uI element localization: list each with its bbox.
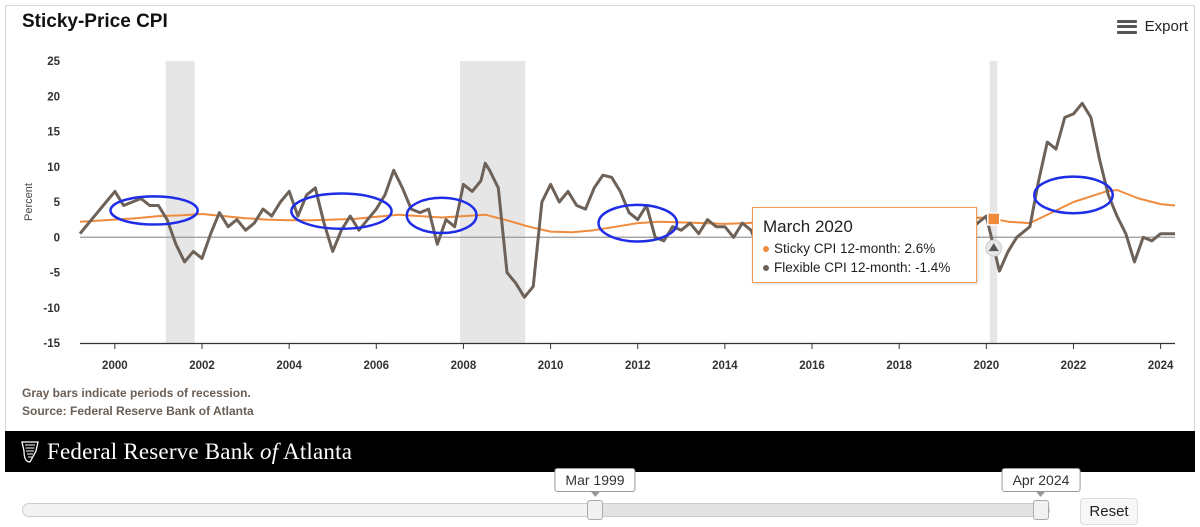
- y-tick-label: 20: [47, 91, 60, 103]
- annotation-ellipse: [405, 196, 478, 235]
- source-note: Source: Federal Reserve Bank of Atlanta: [22, 404, 254, 418]
- recession-bar: [459, 61, 526, 343]
- x-tick-label: 2014: [712, 360, 738, 372]
- y-tick-label: 15: [47, 127, 60, 139]
- tooltip-flexible-row: Flexible CPI 12-month: -1.4%: [763, 260, 950, 275]
- x-tick-label: 2002: [189, 360, 215, 372]
- navigator-selected-range[interactable]: [595, 503, 1041, 517]
- bank-name: Federal Reserve Bank of Atlanta: [47, 438, 353, 464]
- footer-banner: Federal Reserve Bank of Atlanta: [5, 431, 1195, 472]
- x-tick-label: 2022: [1061, 360, 1087, 372]
- sticky-highlight-marker: [986, 212, 1001, 226]
- annotation-ellipse: [109, 195, 199, 226]
- navigator-end-label: Apr 2024: [1001, 468, 1081, 497]
- reset-button[interactable]: Reset: [1080, 498, 1138, 525]
- x-tick-label: 2008: [451, 360, 477, 372]
- tooltip-sticky-row: Sticky CPI 12-month: 2.6%: [763, 241, 935, 256]
- sticky-cpi-line: [79, 189, 1176, 234]
- annotation-ellipse: [597, 203, 679, 243]
- line-chart: 25 20 15 10 5 0 -5 -10 -15 Percent 2000 2002 2004 200…: [23, 56, 1176, 372]
- y-tick-label: 25: [47, 56, 60, 68]
- x-tick-label: 2006: [364, 360, 390, 372]
- recession-bar: [989, 61, 998, 343]
- flexible-cpi-line: [78, 101, 1175, 299]
- tooltip: March 2020 Sticky CPI 12-month: 2.6% Fle…: [752, 207, 977, 283]
- y-tick-label: 10: [47, 162, 60, 174]
- x-tick-label: 2012: [625, 360, 651, 372]
- chart-title: Sticky-Price CPI: [22, 11, 168, 32]
- y-tick-label: -15: [43, 338, 60, 350]
- recession-note: Gray bars indicate periods of recession.: [22, 386, 251, 400]
- export-button[interactable]: Export: [1116, 18, 1188, 35]
- y-tick-label: 0: [54, 232, 60, 244]
- navigator-right-handle[interactable]: [1033, 500, 1049, 520]
- menu-icon: [1116, 19, 1137, 34]
- y-tick-label: -10: [43, 303, 60, 315]
- export-label: Export: [1144, 18, 1188, 35]
- y-tick-label: 5: [54, 197, 61, 209]
- eagle-seal-icon: [21, 440, 39, 463]
- navigator-start-label: Mar 1999: [554, 468, 636, 497]
- x-tick-label: 2016: [799, 360, 825, 372]
- tooltip-flexible-text: Flexible CPI 12-month: -1.4%: [774, 260, 951, 275]
- tooltip-sticky-text: Sticky CPI 12-month: 2.6%: [774, 241, 936, 256]
- x-tick-label: 2000: [102, 360, 128, 372]
- tooltip-title: March 2020: [763, 217, 853, 236]
- navigator-left-handle[interactable]: [587, 500, 603, 520]
- y-axis-title: Percent: [23, 183, 35, 221]
- x-tick-label: 2020: [974, 360, 1000, 372]
- y-tick-label: -5: [50, 268, 61, 280]
- x-tick-label: 2024: [1148, 360, 1174, 372]
- flexible-highlight-marker: [988, 243, 999, 252]
- x-tick-label: 2010: [538, 360, 564, 372]
- x-tick-label: 2018: [886, 360, 912, 372]
- x-tick-label: 2004: [276, 360, 302, 372]
- annotation-ellipse: [1033, 175, 1114, 215]
- annotation-ellipse: [290, 192, 393, 231]
